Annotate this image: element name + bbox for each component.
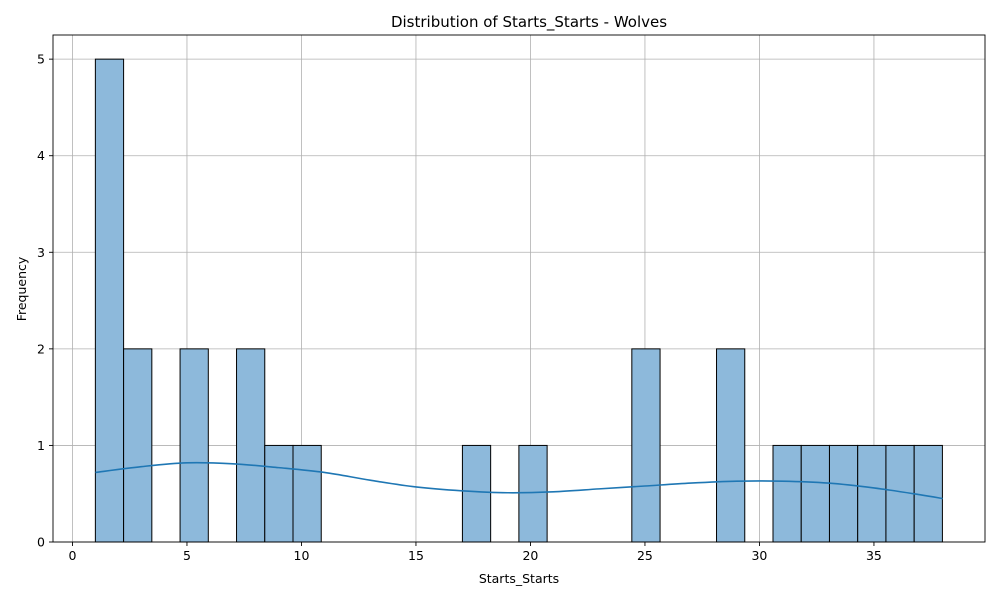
histogram-bar: [800, 444, 830, 543]
axis-ticks: 0 5 10 15 20 25 30 35 0 1 2 3 4 5: [37, 52, 882, 563]
histogram-bar: [179, 348, 209, 543]
histogram-bar: [236, 348, 266, 543]
y-tick-label: 2: [37, 341, 45, 356]
histogram-bar: [461, 444, 492, 543]
histogram-bar: [123, 348, 153, 543]
y-tick-label: 4: [37, 148, 45, 163]
histogram-bar: [94, 58, 125, 543]
histogram-bar: [716, 348, 746, 543]
x-tick-label: 25: [637, 548, 653, 563]
x-tick-label: 5: [183, 548, 191, 563]
histogram-bar: [913, 444, 943, 543]
histogram-bar: [292, 444, 322, 543]
y-tick-label: 5: [37, 52, 45, 67]
x-tick-label: 20: [522, 548, 538, 563]
x-axis-label: Starts_Starts: [479, 571, 559, 586]
histogram-bar: [264, 444, 294, 543]
kde-layer: [95, 461, 943, 500]
x-tick-label: 10: [294, 548, 310, 563]
x-tick-label: 30: [751, 548, 767, 563]
x-tick-label: 0: [68, 548, 76, 563]
histogram-bar: [772, 444, 802, 543]
x-tick-label: 35: [866, 548, 882, 563]
histogram-bar: [828, 444, 859, 543]
histogram-bar: [631, 348, 661, 543]
chart-title: Distribution of Starts_Starts - Wolves: [391, 13, 667, 32]
y-axis-label: Frequency: [14, 256, 29, 321]
plot-frame: [52, 34, 986, 543]
histogram-bar: [518, 444, 548, 543]
x-tick-label: 15: [408, 548, 424, 563]
kde-curve: [95, 461, 943, 500]
y-tick-label: 3: [37, 245, 45, 260]
y-tick-label: 1: [37, 438, 45, 453]
histogram-bars: [94, 58, 943, 543]
y-tick-label: 0: [37, 535, 45, 550]
histogram-bar: [857, 444, 887, 543]
